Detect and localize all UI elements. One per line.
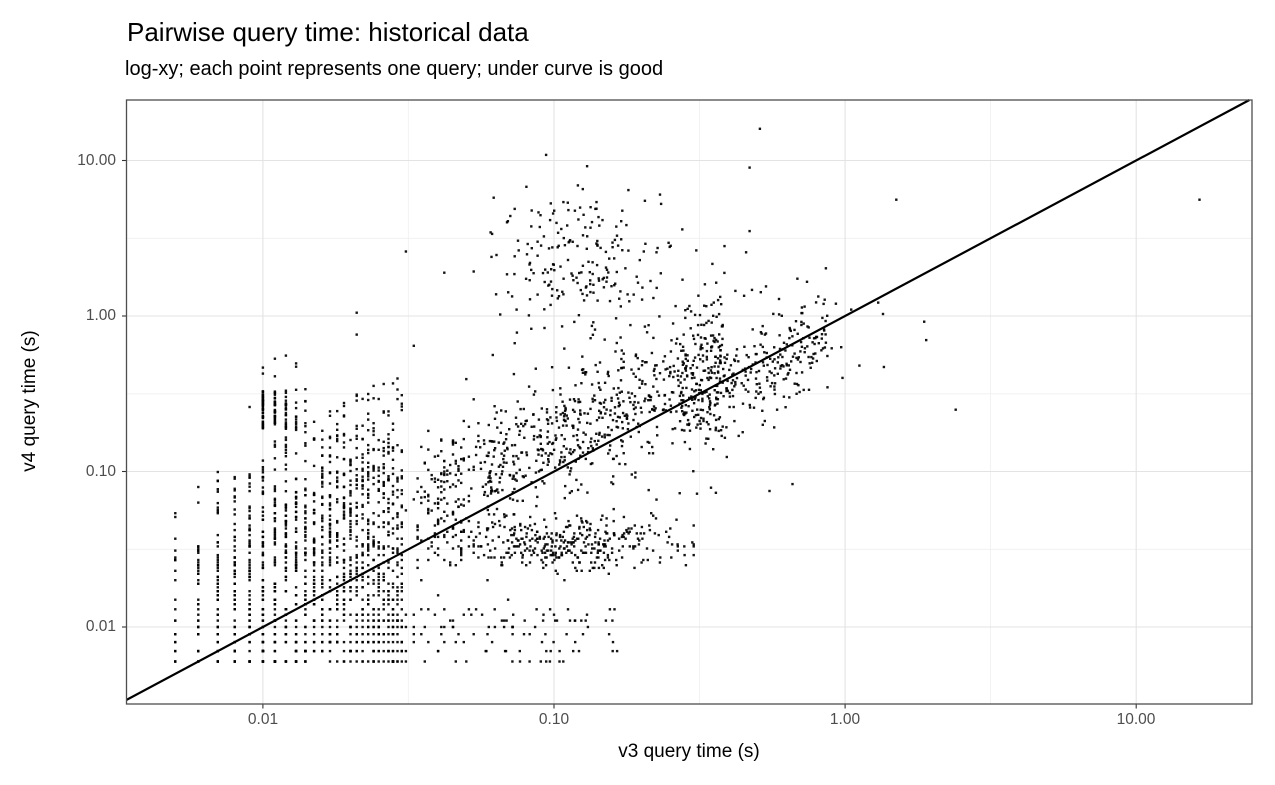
plot-title: Pairwise query time: historical data (127, 17, 529, 47)
x-tick-label-0.10: 0.10 (538, 711, 570, 728)
y-axis-title: v4 query time (s) (19, 330, 40, 472)
x-tick-label-1.00: 1.00 (829, 711, 861, 728)
y-tick-label-0.10: 0.10 (85, 463, 116, 480)
x-axis-title: v3 query time (s) (618, 741, 760, 762)
x-tick-label-0.01: 0.01 (247, 711, 279, 728)
y-tick-label-10: 10.00 (77, 152, 116, 169)
scatter-points (174, 127, 1201, 663)
y-tick-label-1: 1.00 (85, 307, 116, 324)
panel-border (125, 99, 1253, 705)
x-tick-label-10.00: 10.00 (1116, 711, 1156, 728)
identity-line (125, 99, 1250, 701)
y-tick-label-0.01: 0.01 (85, 618, 116, 635)
axis-ticks (122, 159, 1137, 709)
plot-subtitle: log-xy; each point represents one query;… (125, 58, 664, 80)
